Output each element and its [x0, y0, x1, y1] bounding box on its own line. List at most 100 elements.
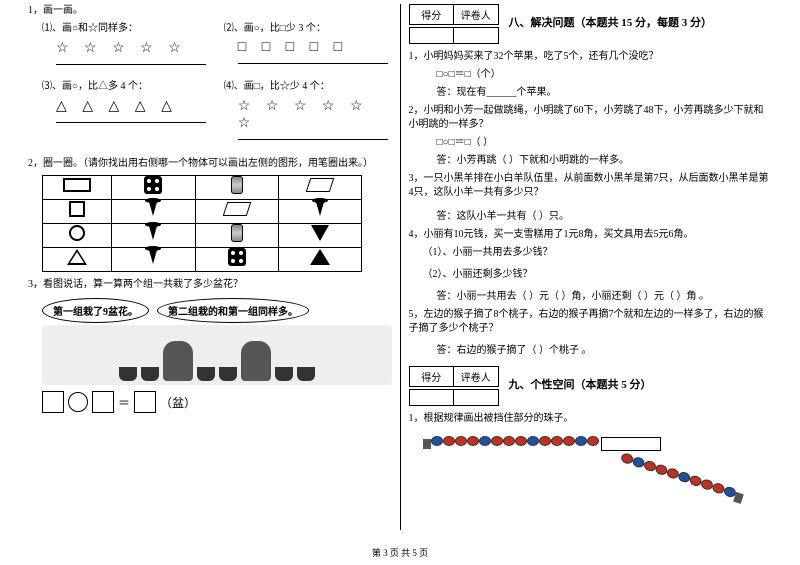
eq-unit: （盆） [160, 394, 196, 411]
q1-sub4-shapes: ☆ ☆ ☆ ☆ ☆ ☆ [210, 98, 392, 132]
q1-sub1-label: ⑴、画○和☆同样多： [28, 22, 210, 36]
s8-q5-ans: 答：右边的猴子摘了（ ）个桃子 。 [409, 344, 773, 358]
coffee-icon [149, 202, 157, 216]
person-icon [241, 341, 271, 381]
grader-label: 评卷人 [454, 5, 498, 24]
score-box-empty [409, 27, 499, 44]
box3d-icon [306, 178, 335, 192]
s8-q2-eq: □○□＝□（ ） [409, 136, 773, 150]
s8-q4-p1: （1）、小丽一共用去多少钱？ [409, 246, 773, 260]
square-icon [69, 201, 85, 217]
bead-blue [527, 436, 539, 446]
triangle-icon [67, 249, 87, 265]
s9-q1-text: 1，根据规律画出被挡住部分的珠子。 [409, 412, 773, 426]
score-cell [410, 390, 455, 405]
bead-red [443, 436, 455, 446]
q1-sub4-blank [238, 139, 388, 140]
s8-q3-ans: 答：这队小羊一共有（ ）只。 [409, 210, 773, 224]
dice-icon [228, 248, 246, 266]
score-row: 得分 评卷人 八、解决问题（本题共 15 分，每题 3 分） [409, 4, 773, 46]
q1-sub2-blank [238, 63, 388, 64]
s8-q4-ans: 答：小丽一共用去（ ）元（ ）角，小丽还剩（ ）元（ ）角 。 [409, 290, 773, 304]
beads-illustration [423, 436, 773, 496]
can-icon [231, 176, 243, 194]
bead-red [503, 436, 515, 446]
person-icon [163, 341, 193, 381]
pot-icon [141, 367, 159, 381]
score-row-2: 得分 评卷人 九、个性空间（本题共 5 分） [409, 366, 773, 408]
bead-red [515, 436, 527, 446]
s8-q2-ans: 答：小芳再跳（ ）下就和小明跳的一样多。 [409, 154, 773, 168]
score-box: 得分 评卷人 [409, 4, 499, 25]
page-footer: 第 3 页 共 5 页 [0, 546, 800, 559]
pot-icon [197, 367, 215, 381]
score-cell [410, 28, 455, 43]
s8-q1-ans: 答：现在有______个苹果。 [409, 86, 773, 100]
bead-blue [479, 436, 491, 446]
left-column: 1，画一画。 ⑴、画○和☆同样多： ☆ ☆ ☆ ☆ ☆ ⑵、画○，比□少 3 个… [28, 4, 401, 530]
score-box: 得分 评卷人 [409, 366, 499, 387]
score-label: 得分 [410, 367, 455, 386]
coffee-icon [149, 250, 157, 264]
q1-sub2-label: ⑵、画○，比□少 3 个： [210, 22, 392, 36]
illustration [42, 325, 392, 385]
s8-q4-p2: （2）、小丽还剩多少钱？ [409, 268, 773, 282]
equals-sign: ＝ [118, 394, 130, 411]
speech-bubble-1: 第一组栽了9盆花。 [42, 298, 149, 323]
grader-label: 评卷人 [454, 367, 498, 386]
pot-icon [297, 367, 315, 381]
match-table [42, 175, 362, 272]
circle-icon [69, 225, 85, 241]
pot-icon [119, 367, 137, 381]
s8-q5-text: 5，左边的猴子摘了8个桃子，右边的猴子再摘7个就和左边的一样多了，右边的猴子摘了… [409, 308, 773, 336]
q3-title: 3，看图说话，算一算两个组一共栽了多少盆花？ [28, 278, 392, 292]
score-label: 得分 [410, 5, 455, 24]
grader-cell [454, 390, 498, 405]
grader-cell [454, 28, 498, 43]
bead-blue [431, 436, 443, 446]
can-icon [231, 224, 243, 242]
rect-icon [63, 178, 91, 192]
s8-q3-text: 3，一只小黑羊排在小白羊队伍里，从前面数小黑羊是第7只，从后面数小黑羊是第4只，… [409, 172, 773, 200]
s8-q2-text: 2，小明和小芳一起做跳绳，小明跳了60下，小芳跳了48下，小芳再跳多少下就和小明… [409, 104, 773, 132]
score-box-empty [409, 389, 499, 406]
s8-q4-text: 4，小丽有10元钱，买一支雪糕用了1元8角，买文具用去5元6角。 [409, 228, 773, 242]
s8-q1-text: 1，小明妈妈买来了32个苹果，吃了5个，还有几个没吃？ [409, 50, 773, 64]
bead-line-2 [618, 452, 744, 504]
q1-sub3-shapes: △ △ △ △ △ [28, 98, 210, 115]
triangle-solid-icon [310, 249, 330, 265]
bead-line-1 [423, 436, 663, 451]
eq-box [42, 391, 64, 413]
section-8-title: 八、解决问题（本题共 15 分，每题 3 分） [509, 14, 713, 30]
bead-blue [575, 436, 587, 446]
bead-hidden-box [601, 437, 661, 451]
cone-icon [311, 225, 329, 241]
section-9-title: 九、个性空间（本题共 5 分） [509, 376, 652, 392]
q1-sub1-shapes: ☆ ☆ ☆ ☆ ☆ [28, 40, 210, 57]
bead-red [587, 436, 599, 446]
bead-red [455, 436, 467, 446]
eq-box [134, 391, 156, 413]
q1-sub4-label: ⑷、画□，比☆少 4 个： [210, 80, 392, 94]
q2-title: 2，圈一圈。（请你找出用右侧哪一个物体可以画出左侧的图形，用笔圈出来。） [28, 157, 392, 171]
right-column: 得分 评卷人 八、解决问题（本题共 15 分，每题 3 分） 1，小明妈妈买来了… [401, 4, 773, 530]
eq-box [92, 391, 114, 413]
bead-red [551, 436, 563, 446]
pot-icon [219, 367, 237, 381]
bead-red [491, 436, 503, 446]
q1-sub2-shapes: □ □ □ □ □ [210, 40, 392, 56]
q1-title: 1，画一画。 [28, 4, 392, 18]
q1-sub3-blank [56, 122, 206, 123]
bead-red [539, 436, 551, 446]
s8-q1-eq: □○□＝□（个） [409, 68, 773, 82]
q1-sub1-blank [56, 64, 206, 65]
equation-row: ＝ （盆） [42, 391, 392, 413]
eq-circle [68, 392, 88, 412]
bead-red [563, 436, 575, 446]
q1-sub3-label: ⑶、画○，比△多 4 个： [28, 80, 210, 94]
bead-red [467, 436, 479, 446]
table-row [43, 176, 362, 200]
coffee-icon [149, 226, 157, 240]
table-row [43, 224, 362, 248]
table-row [43, 200, 362, 224]
